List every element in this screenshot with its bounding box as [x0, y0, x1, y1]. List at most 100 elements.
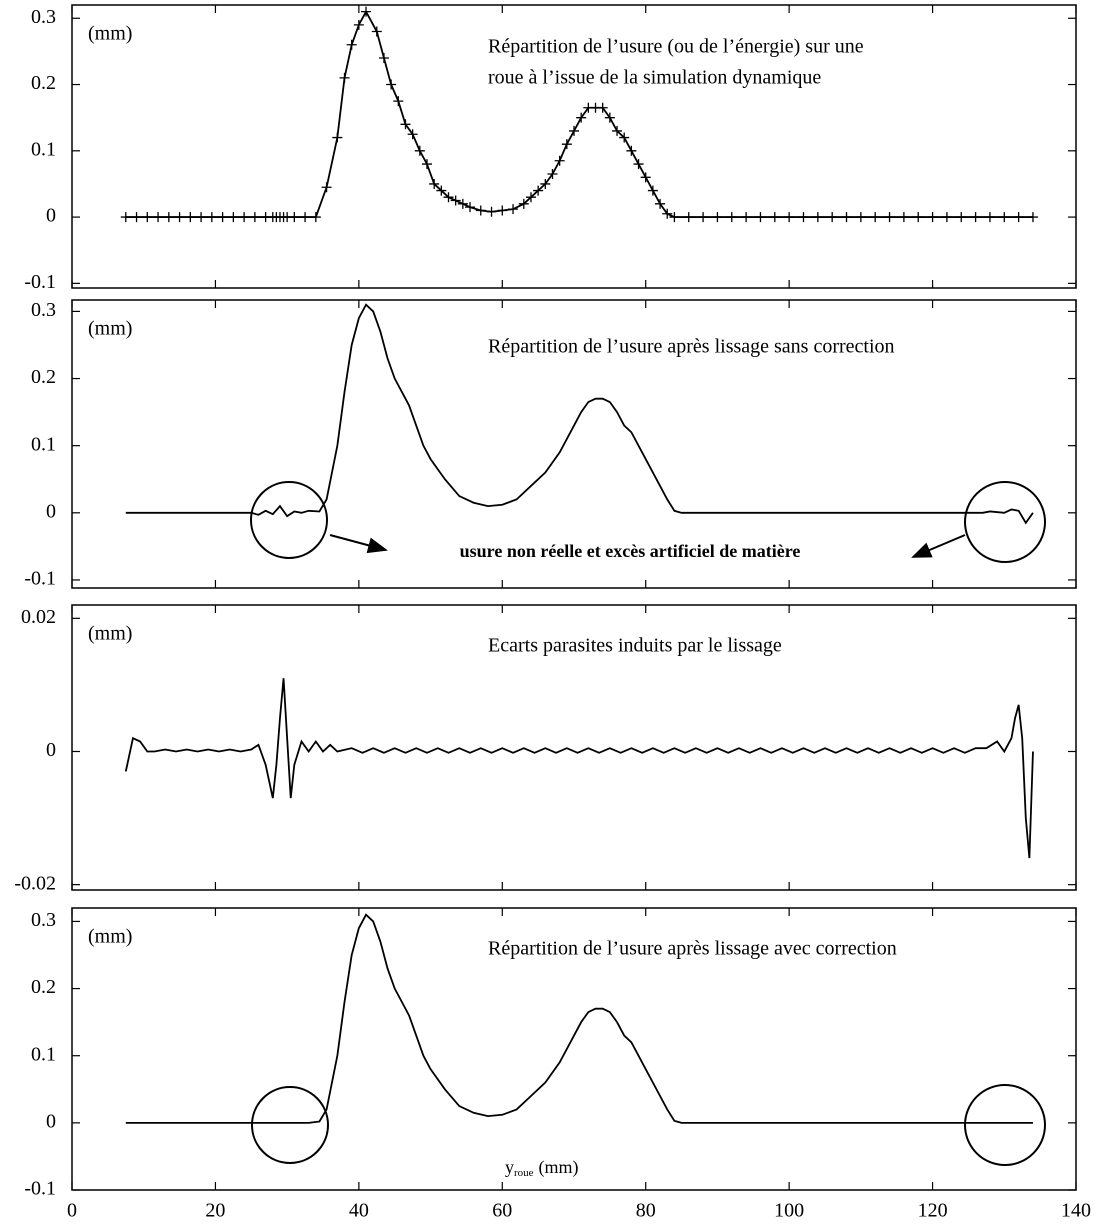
panel-title: Ecarts parasites induits par le lissage: [488, 635, 782, 657]
data-marker: [999, 212, 1010, 223]
plot-frame: [71, 299, 1077, 589]
y-tick-label: -0.1: [24, 1178, 56, 1200]
data-marker: [683, 212, 694, 223]
data-marker: [533, 185, 544, 196]
data-line: [124, 678, 1034, 859]
y-tick-label: 0: [46, 500, 56, 522]
y-tick-label: 0: [46, 739, 56, 761]
y-tick-label: 0.3: [31, 909, 56, 931]
data-marker: [310, 212, 321, 223]
plot-frame: [71, 4, 1077, 289]
data-marker: [633, 159, 644, 170]
y-unit-label: (mm): [88, 926, 132, 948]
data-marker: [414, 145, 425, 156]
data-marker: [421, 159, 432, 170]
y-tick-label: 0.1: [31, 138, 56, 160]
data-marker: [827, 212, 838, 223]
data-marker: [561, 139, 572, 150]
data-marker: [798, 212, 809, 223]
highlight-circle: [250, 481, 328, 559]
data-marker: [984, 212, 995, 223]
y-tick-label: 0: [46, 1110, 56, 1132]
highlight-circle: [964, 1084, 1046, 1166]
data-marker: [239, 212, 250, 223]
data-marker: [970, 212, 981, 223]
x-label-unit: (mm): [539, 1157, 579, 1178]
data-marker: [465, 202, 476, 213]
data-marker: [712, 212, 723, 223]
data-marker: [662, 208, 673, 219]
data-marker: [626, 145, 637, 156]
data-marker: [612, 125, 623, 136]
y-unit-label: (mm): [88, 23, 132, 45]
data-line: [125, 303, 1034, 525]
highlight-circle: [251, 1086, 329, 1164]
data-marker: [669, 212, 680, 223]
data-line: [125, 913, 1033, 1124]
data-marker: [755, 212, 766, 223]
data-marker: [174, 212, 185, 223]
data-marker: [300, 212, 311, 223]
arrow: [329, 534, 388, 554]
annotation-shapes: [250, 481, 1046, 1166]
x-label-sub: roue: [514, 1167, 534, 1179]
panel-title: Répartition de l’usure après lissage ave…: [488, 938, 897, 960]
data-marker: [185, 212, 196, 223]
plot-frame: [71, 604, 1077, 891]
data-marker: [378, 53, 389, 64]
data-marker: [289, 212, 300, 223]
data-marker: [569, 125, 579, 136]
panel-title: Répartition de l’usure (ou de l’énergie)…: [488, 36, 864, 58]
data-marker: [321, 182, 332, 193]
data-marker: [812, 212, 823, 223]
data-marker: [884, 212, 895, 223]
data-marker: [228, 212, 239, 223]
data-marker: [698, 212, 709, 223]
y-tick-label: 0.1: [31, 1043, 56, 1065]
data-marker: [525, 192, 536, 203]
y-tick-label: 0.2: [31, 976, 56, 998]
data-marker: [163, 212, 174, 223]
data-marker: [769, 212, 780, 223]
data-marker: [554, 155, 565, 166]
data-marker: [339, 72, 350, 83]
x-tick-label: 100: [774, 1200, 804, 1222]
data-marker: [407, 129, 418, 140]
data-marker: [956, 212, 967, 223]
panel-title: Répartition de l’usure après lissage san…: [488, 336, 895, 358]
data-marker: [784, 212, 795, 223]
data-marker: [540, 178, 551, 189]
data-marker: [576, 112, 587, 123]
data-marker: [647, 185, 658, 196]
data-marker: [619, 132, 630, 143]
data-marker: [927, 212, 938, 223]
data-marker: [604, 112, 615, 123]
y-tick-label: -0.1: [24, 271, 56, 293]
y-tick-label: 0: [46, 205, 56, 227]
data-marker: [475, 205, 486, 216]
y-unit-label: (mm): [88, 318, 132, 340]
x-tick-label: 80: [636, 1200, 656, 1222]
data-marker: [518, 198, 529, 209]
data-marker: [486, 206, 497, 217]
x-tick-label: 120: [918, 1200, 948, 1222]
data-marker: [855, 212, 866, 223]
x-axis-label: yroue (mm): [505, 1157, 579, 1178]
data-marker: [196, 212, 207, 223]
data-marker: [332, 132, 343, 143]
data-marker: [153, 212, 164, 223]
panel-title: roue à l’issue de la simulation dynamiqu…: [488, 67, 821, 89]
data-marker: [870, 212, 881, 223]
data-marker: [547, 169, 558, 180]
y-tick-label: -0.02: [14, 872, 56, 894]
plot-frame: [71, 907, 1077, 1191]
data-marker: [497, 205, 508, 216]
data-marker: [741, 212, 752, 223]
data-marker: [597, 102, 608, 113]
annotation: usure non réelle et excès artificiel de …: [460, 541, 801, 561]
arrow: [911, 534, 966, 558]
y-tick-label: 0.3: [31, 299, 56, 321]
y-tick-label: 0.1: [31, 433, 56, 455]
data-marker: [361, 6, 372, 17]
data-marker: [726, 212, 737, 223]
